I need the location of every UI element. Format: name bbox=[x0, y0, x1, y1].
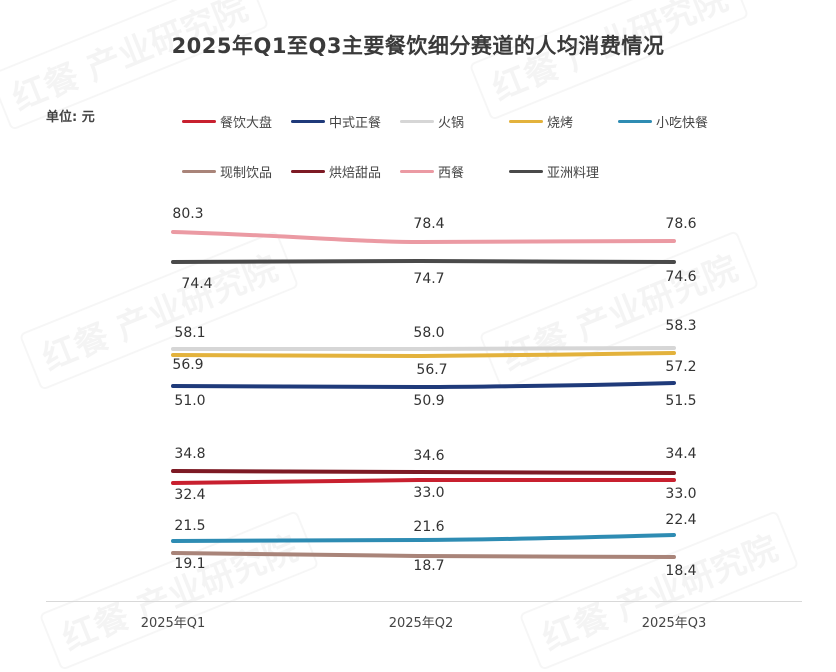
data-label: 32.4 bbox=[174, 487, 206, 503]
data-label: 34.4 bbox=[665, 446, 697, 462]
line-xianzhi[interactable] bbox=[171, 551, 676, 559]
x-tick-label: 2025年Q1 bbox=[140, 616, 206, 631]
legend-item-xiaochi[interactable]: 小吃快餐 bbox=[618, 112, 708, 131]
x-tick-label: 2025年Q2 bbox=[388, 616, 454, 631]
line-dapan[interactable] bbox=[171, 478, 676, 485]
data-label: 34.8 bbox=[174, 446, 206, 462]
data-label: 78.4 bbox=[413, 216, 445, 232]
legend-item-xianzhi[interactable]: 现制饮品 bbox=[182, 162, 272, 181]
x-axis-line bbox=[46, 601, 802, 602]
data-label: 21.6 bbox=[413, 519, 445, 535]
legend-swatch bbox=[400, 170, 434, 173]
legend-label: 西餐 bbox=[438, 166, 465, 181]
unit-label: 单位: 元 bbox=[46, 110, 95, 125]
legend-label: 烧烤 bbox=[547, 116, 574, 131]
data-label: 18.7 bbox=[413, 558, 445, 574]
data-label: 56.9 bbox=[172, 357, 204, 373]
line-xican[interactable] bbox=[171, 230, 676, 245]
data-label: 78.6 bbox=[665, 216, 697, 232]
line-huoguo[interactable] bbox=[171, 346, 676, 351]
line-hongbei[interactable] bbox=[171, 469, 676, 475]
data-label: 80.3 bbox=[172, 206, 204, 222]
data-label: 22.4 bbox=[665, 512, 697, 528]
legend-swatch bbox=[509, 120, 543, 123]
data-label: 33.0 bbox=[665, 486, 697, 502]
legend-swatch bbox=[182, 120, 216, 123]
legend-item-huoguo[interactable]: 火锅 bbox=[400, 112, 464, 131]
data-label: 74.4 bbox=[181, 276, 213, 292]
line-shaokao[interactable] bbox=[171, 351, 676, 359]
legend-swatch bbox=[291, 170, 325, 173]
data-label: 18.4 bbox=[665, 563, 697, 579]
data-label: 56.7 bbox=[416, 362, 448, 378]
legend-swatch bbox=[400, 120, 434, 123]
legend-item-zhongshi[interactable]: 中式正餐 bbox=[291, 112, 381, 131]
data-label: 51.0 bbox=[174, 393, 206, 409]
line-zhongshi[interactable] bbox=[171, 381, 676, 390]
line-xiaochi[interactable] bbox=[171, 533, 676, 543]
legend-label: 中式正餐 bbox=[329, 116, 382, 131]
legend-label: 小吃快餐 bbox=[656, 116, 709, 131]
legend-item-yazhou[interactable]: 亚洲料理 bbox=[509, 162, 599, 181]
legend-label: 亚洲料理 bbox=[547, 166, 600, 181]
data-label: 58.0 bbox=[413, 325, 445, 341]
data-label: 51.5 bbox=[665, 393, 697, 409]
data-label: 58.1 bbox=[174, 325, 206, 341]
legend-item-xican[interactable]: 西餐 bbox=[400, 162, 464, 181]
legend-item-shaokao[interactable]: 烧烤 bbox=[509, 112, 573, 131]
legend-item-dapan[interactable]: 餐饮大盘 bbox=[182, 112, 272, 131]
data-label: 34.6 bbox=[413, 448, 445, 464]
legend-swatch bbox=[509, 170, 543, 173]
data-label: 50.9 bbox=[413, 393, 445, 409]
data-label: 57.2 bbox=[665, 359, 697, 375]
data-label: 21.5 bbox=[174, 518, 206, 534]
legend-swatch bbox=[618, 120, 652, 123]
legend-label: 火锅 bbox=[438, 116, 465, 131]
data-label: 33.0 bbox=[413, 485, 445, 501]
chart-title: 2025年Q1至Q3主要餐饮细分赛道的人均消费情况 bbox=[171, 34, 665, 58]
data-label: 19.1 bbox=[174, 556, 206, 572]
legend-swatch bbox=[291, 120, 325, 123]
data-label: 58.3 bbox=[665, 318, 697, 334]
data-label: 74.6 bbox=[665, 269, 697, 285]
legend-label: 烘焙甜品 bbox=[329, 166, 382, 181]
legend-label: 现制饮品 bbox=[220, 166, 273, 181]
legend-item-hongbei[interactable]: 烘焙甜品 bbox=[291, 162, 381, 181]
line-yazhou[interactable] bbox=[171, 258, 676, 264]
data-label: 74.7 bbox=[413, 271, 445, 287]
legend-label: 餐饮大盘 bbox=[220, 116, 273, 131]
legend-swatch bbox=[182, 170, 216, 173]
x-tick-label: 2025年Q3 bbox=[641, 616, 707, 631]
